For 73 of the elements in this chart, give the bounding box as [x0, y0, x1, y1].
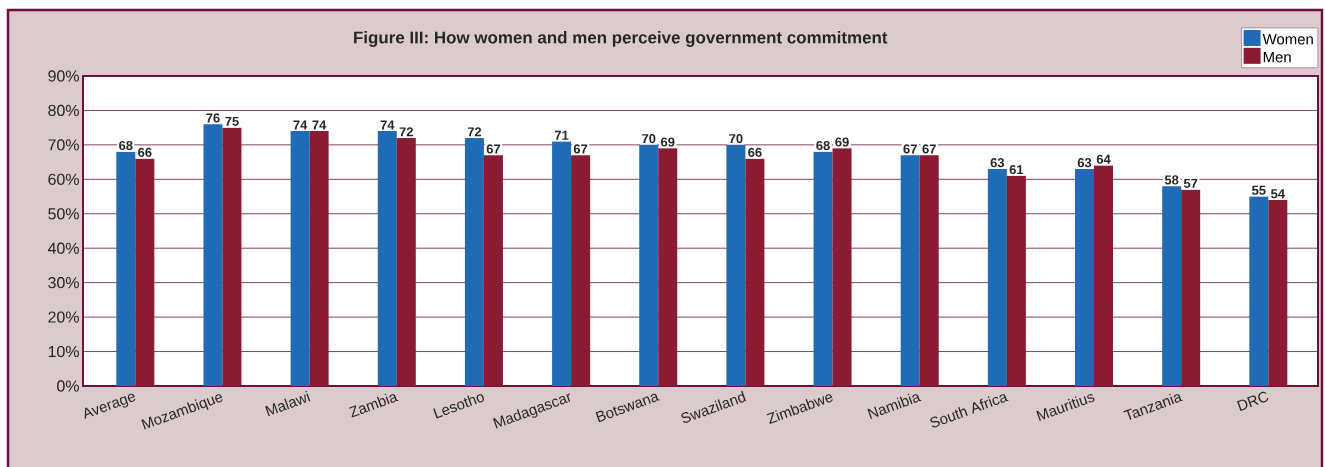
data-label: 69 — [835, 137, 849, 147]
legend-label: Men — [1263, 51, 1291, 63]
data-label: 63 — [1077, 158, 1092, 168]
data-label: 69 — [661, 137, 675, 147]
data-label: 67 — [922, 144, 936, 154]
chart-title: Figure III: How women and men perceive government commitment — [354, 31, 888, 47]
bar — [1268, 199, 1288, 386]
data-label: 58 — [1164, 175, 1179, 185]
data-label: 74 — [293, 120, 308, 130]
bar — [1094, 165, 1114, 386]
bar — [396, 137, 416, 386]
bar — [1162, 186, 1182, 386]
y-tick-label: 0% — [57, 380, 79, 392]
data-label: 74 — [312, 120, 327, 130]
data-label: 67 — [903, 144, 917, 154]
x-tick-label: Zambia — [348, 393, 399, 418]
data-label: 71 — [554, 130, 569, 140]
legend-label: Women — [1262, 34, 1313, 45]
bar — [745, 158, 765, 386]
y-tick-label: 10% — [48, 345, 79, 358]
y-tick-label: 80% — [48, 104, 79, 117]
bar — [987, 168, 1007, 386]
data-label: 76 — [206, 113, 220, 123]
data-label: 67 — [573, 144, 588, 154]
bar — [1006, 175, 1026, 386]
bar — [571, 155, 591, 386]
data-label: 72 — [399, 127, 413, 137]
bar — [639, 144, 659, 386]
x-tick-label: Malawi — [265, 390, 311, 417]
x-tick-label: Namibia — [867, 393, 922, 419]
data-label: 63 — [990, 158, 1005, 168]
y-tick-label: 30% — [48, 277, 79, 289]
data-label: 55 — [1252, 185, 1266, 195]
bar — [552, 141, 572, 386]
data-label: 67 — [486, 144, 501, 154]
bar — [135, 158, 155, 386]
bar — [203, 124, 223, 386]
x-tick-label: South Africa — [930, 394, 1009, 428]
x-tick-label: Lesotho — [433, 394, 484, 419]
bar — [1075, 168, 1095, 386]
y-tick-label: 90% — [48, 70, 79, 82]
bar — [1249, 196, 1269, 386]
y-tick-label: 60% — [48, 173, 79, 185]
bar — [222, 127, 242, 386]
bar — [464, 137, 484, 386]
data-label: 54 — [1271, 189, 1285, 199]
y-tick-label: 50% — [48, 208, 79, 220]
y-tick-label: 20% — [48, 311, 79, 323]
x-tick-label: DRC — [1236, 391, 1269, 411]
y-tick-label: 70% — [48, 139, 79, 151]
bar — [900, 155, 920, 386]
data-label: 61 — [1009, 165, 1024, 175]
data-label: 70 — [729, 134, 743, 144]
data-label: 68 — [816, 140, 830, 151]
bar — [726, 144, 746, 386]
bar — [377, 131, 397, 386]
bar — [919, 155, 939, 386]
bar — [309, 131, 329, 386]
data-label: 66 — [748, 147, 762, 157]
data-label: 72 — [467, 127, 482, 137]
data-label: 64 — [1096, 154, 1111, 164]
data-label: 66 — [138, 147, 152, 157]
data-label: 74 — [380, 120, 395, 130]
bar — [1181, 189, 1201, 386]
bar — [116, 151, 136, 386]
bar — [813, 151, 833, 386]
bar — [290, 131, 310, 386]
data-label: 70 — [642, 134, 656, 144]
bar — [483, 155, 503, 386]
y-tick-label: 40% — [47, 242, 79, 254]
data-label: 75 — [225, 116, 239, 126]
data-label: 57 — [1183, 178, 1198, 188]
data-label: 68 — [119, 140, 133, 151]
